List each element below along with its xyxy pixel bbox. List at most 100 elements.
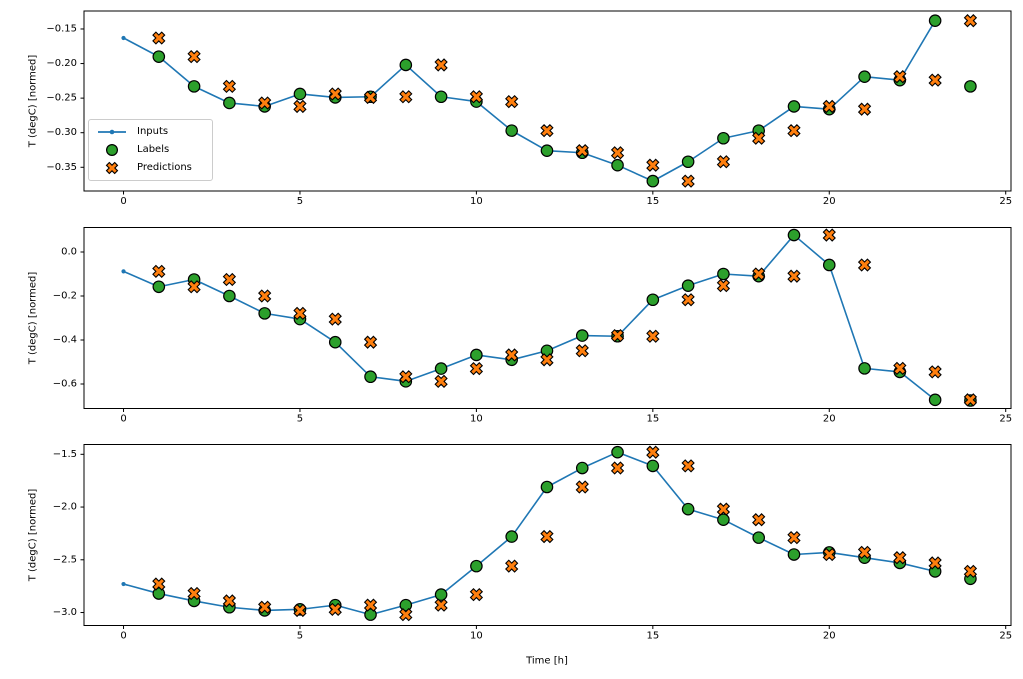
prediction-x-marker (434, 598, 448, 612)
x-tick-label: 0 (120, 413, 126, 424)
prediction-x-marker (434, 58, 448, 72)
x-tick-label: 20 (823, 196, 836, 207)
x-tick-label: 5 (297, 196, 303, 207)
label-circle-marker (505, 530, 518, 543)
label-circle-marker (328, 335, 342, 349)
prediction-x-marker (540, 529, 554, 544)
label-circle-marker (505, 124, 518, 137)
label-circle-marker (787, 548, 801, 561)
y-tick-label: −0.20 (46, 58, 77, 69)
input-dot-marker (121, 581, 126, 587)
prediction-x-marker (258, 600, 272, 614)
label-circle-marker (646, 459, 660, 473)
label-circle-marker (646, 174, 660, 188)
legend-item-labels: Labels (96, 142, 205, 159)
label-circle-marker (258, 307, 271, 320)
prediction-x-marker (187, 49, 201, 64)
prediction-x-marker (328, 312, 342, 326)
prediction-x-marker (752, 267, 766, 281)
subplot-2: 0 5 10 15 20 25 0.0 −0.2 −0.4 −0.6 (53, 227, 1012, 424)
label-circle-marker (399, 598, 413, 612)
subplot-2-predictions-series (152, 228, 978, 407)
subplot-1-labels-series (152, 14, 977, 188)
y-axis-label-subplot-1: T (degC) [normed] (27, 54, 39, 148)
prediction-x-marker (716, 155, 731, 169)
y-tick-label: 0.0 (61, 247, 77, 258)
x-tick-label: 10 (470, 413, 483, 424)
label-circle-marker (364, 370, 377, 384)
prediction-x-marker (293, 306, 307, 321)
prediction-x-marker (222, 594, 237, 608)
prediction-x-marker (893, 361, 907, 376)
x-tick-label: 15 (646, 413, 659, 424)
label-circle-marker (787, 100, 801, 113)
prediction-x-marker (963, 564, 978, 579)
prediction-x-marker (575, 480, 589, 494)
x-tick-label: 5 (297, 413, 303, 424)
prediction-x-marker (258, 289, 272, 303)
prediction-x-marker (399, 607, 413, 622)
prediction-x-marker (540, 353, 554, 367)
prediction-x-marker (752, 131, 766, 145)
label-circle-marker (787, 228, 801, 242)
label-circle-marker (858, 362, 871, 375)
label-circle-marker (681, 502, 695, 516)
subplot-2-labels-series (152, 228, 977, 407)
x-tick-label: 10 (470, 630, 483, 641)
legend-label-labels: Labels (137, 144, 170, 155)
inputs-line (123, 20, 936, 182)
label-circle-marker (152, 280, 166, 294)
prediction-x-marker (469, 587, 484, 602)
prediction-x-marker (646, 329, 660, 343)
label-circle-marker (717, 513, 730, 527)
prediction-x-marker (610, 461, 625, 475)
label-circle-marker (575, 461, 589, 475)
prediction-x-marker (505, 559, 519, 573)
label-circle-marker (646, 293, 660, 307)
input-dot-marker (121, 269, 126, 274)
x-tick-label: 25 (999, 413, 1012, 424)
label-circle-marker (822, 258, 836, 272)
prediction-x-marker (328, 602, 342, 617)
prediction-x-marker (434, 374, 448, 389)
y-tick-label: −0.2 (53, 291, 77, 302)
prediction-x-marker (293, 603, 307, 618)
prediction-x-marker (822, 99, 836, 114)
label-circle-marker (470, 348, 483, 362)
subplot-2-inputs-series (121, 232, 938, 402)
x-tick-label: 20 (823, 413, 836, 424)
prediction-x-marker (963, 14, 978, 28)
prediction-x-marker (928, 365, 942, 379)
prediction-x-marker (363, 598, 378, 612)
prediction-x-marker (575, 144, 589, 158)
label-circle-marker (152, 587, 166, 600)
subplot-3: 0 5 10 15 20 25 −1.5 −2.0 −2.5 −3.0 (53, 444, 1012, 641)
y-tick-label: −1.5 (53, 449, 77, 460)
label-circle-marker (611, 445, 624, 459)
prediction-x-marker (857, 545, 872, 560)
label-circle-marker (223, 289, 236, 303)
y-tick-label: −0.15 (46, 23, 77, 34)
prediction-x-marker (716, 502, 731, 516)
prediction-x-marker (152, 264, 166, 279)
prediction-x-marker (681, 459, 695, 473)
label-circle-marker (223, 96, 236, 110)
label-circle-marker (152, 50, 166, 63)
y-tick-label: −3.0 (53, 607, 77, 618)
prediction-x-marker (857, 102, 872, 116)
prediction-x-marker (363, 335, 378, 349)
label-circle-marker (434, 90, 448, 104)
subplot-1-predictions-series (152, 14, 978, 188)
input-dot-marker (121, 35, 126, 41)
label-circle-marker (717, 267, 730, 281)
label-circle-marker (187, 80, 201, 93)
labels-circle-icon (106, 143, 119, 157)
prediction-x-marker (646, 445, 660, 459)
prediction-x-marker (399, 370, 413, 384)
prediction-x-marker (610, 328, 625, 343)
axes-frame (83, 227, 1012, 409)
x-tick-label: 15 (646, 196, 659, 207)
prediction-x-marker (928, 556, 942, 570)
